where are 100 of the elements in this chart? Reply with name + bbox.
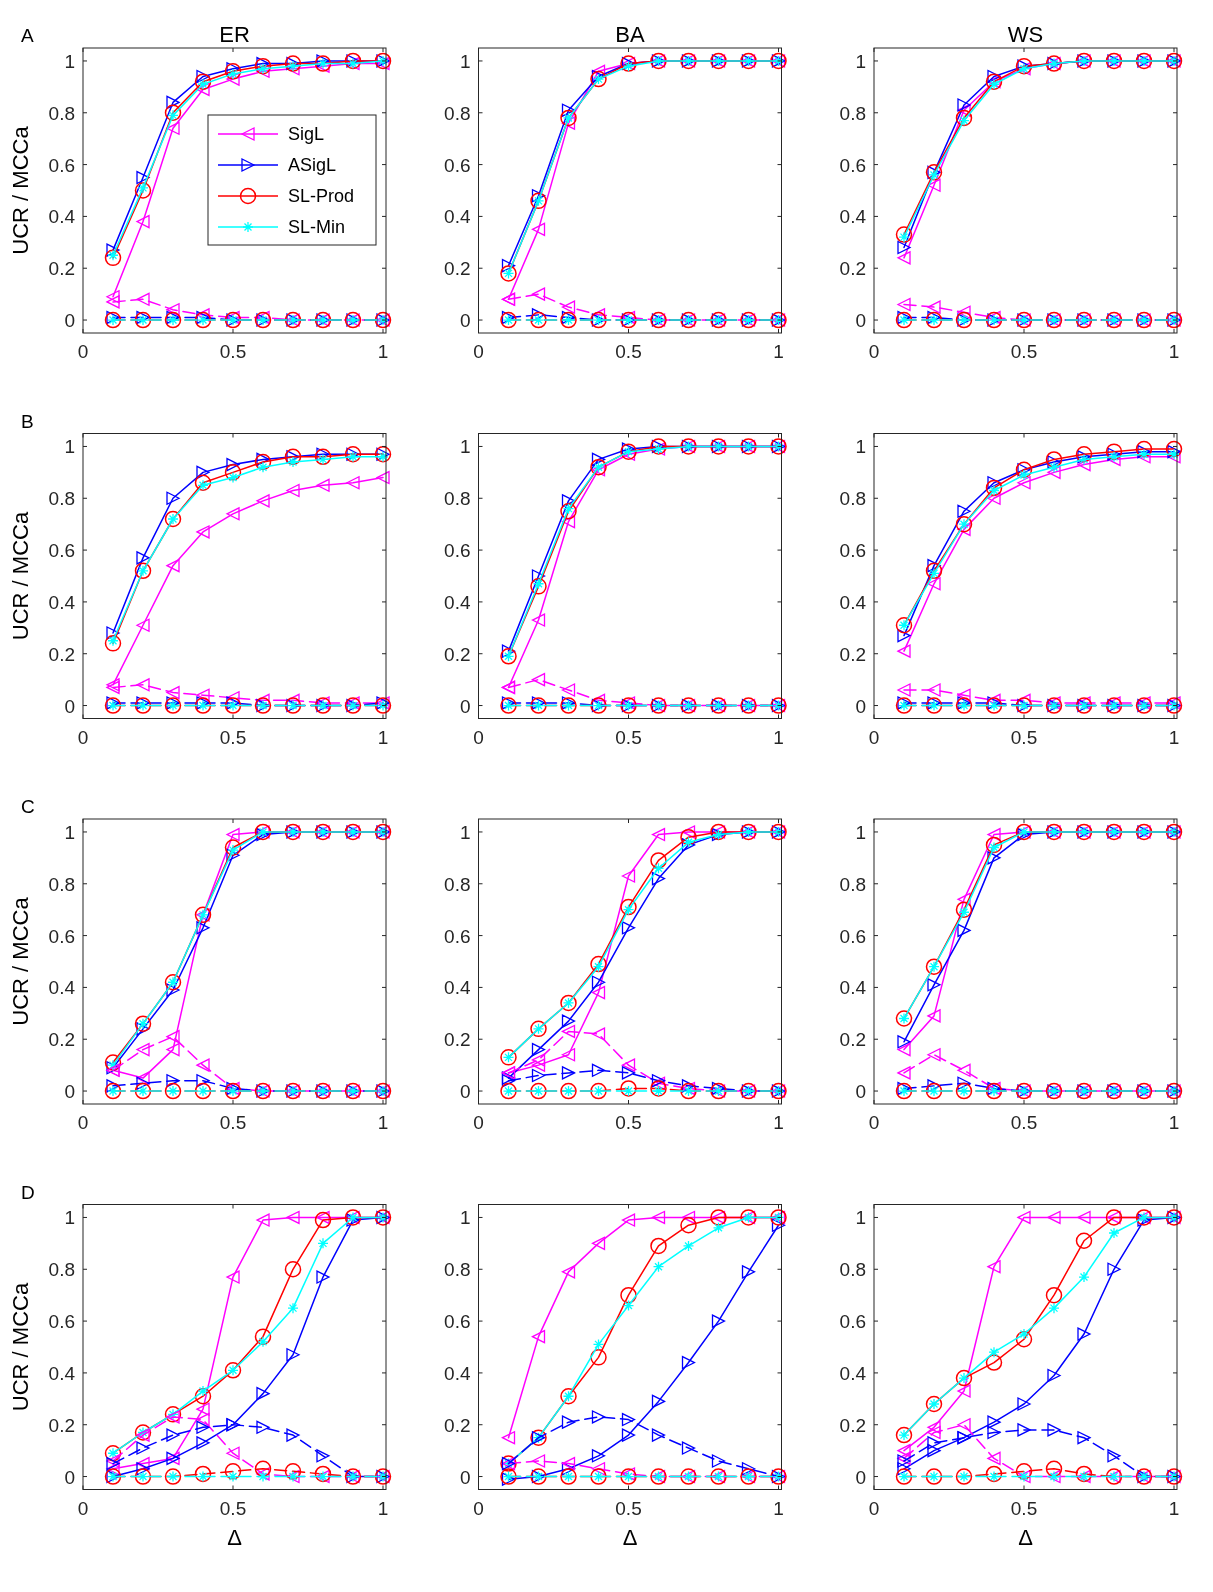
point xyxy=(561,1014,576,1028)
point xyxy=(957,688,971,702)
point xyxy=(561,494,576,508)
point xyxy=(286,1428,300,1442)
point xyxy=(1017,1423,1031,1437)
point xyxy=(681,825,696,839)
point xyxy=(897,1443,911,1458)
x-tick-label: 0 xyxy=(868,1112,880,1133)
point xyxy=(314,1211,332,1229)
point xyxy=(591,1449,606,1463)
y-tick-label: 1 xyxy=(459,50,471,72)
point xyxy=(957,504,971,518)
y-tick-label: 1 xyxy=(459,1207,471,1229)
point xyxy=(136,214,150,229)
point xyxy=(196,688,210,702)
y-tick-label: 0.2 xyxy=(839,1414,866,1436)
point xyxy=(562,502,575,515)
point xyxy=(591,975,606,989)
point xyxy=(985,1465,1003,1483)
point xyxy=(104,249,122,267)
point xyxy=(501,258,516,273)
point xyxy=(591,1236,606,1251)
point xyxy=(622,60,635,72)
x-tick-label: 1 xyxy=(377,1497,389,1519)
point xyxy=(164,104,182,122)
point xyxy=(622,1299,635,1312)
point xyxy=(620,898,637,916)
y-tick-label: 0.8 xyxy=(444,873,471,895)
point xyxy=(316,1270,330,1284)
point xyxy=(741,1265,756,1279)
point xyxy=(166,685,180,700)
point xyxy=(591,452,606,467)
point xyxy=(196,1074,210,1088)
point xyxy=(196,921,210,935)
point xyxy=(681,1210,696,1225)
y-tick-label: 0.6 xyxy=(48,1311,75,1333)
legend-label: SL-Prod xyxy=(288,186,355,206)
point xyxy=(987,851,1001,865)
point xyxy=(927,1443,941,1458)
point xyxy=(530,578,547,595)
point xyxy=(136,292,150,306)
y-tick-label: 0.8 xyxy=(839,102,866,124)
point xyxy=(622,1085,635,1097)
y-tick-label: 0.8 xyxy=(444,1259,471,1281)
y-tick-label: 0.4 xyxy=(444,977,471,999)
y-tick-label: 0 xyxy=(64,1081,75,1103)
y-tick-label: 0.8 xyxy=(839,1259,866,1281)
text: C xyxy=(21,796,35,817)
point xyxy=(897,1462,911,1476)
point xyxy=(957,98,971,112)
point xyxy=(987,491,1001,505)
point xyxy=(136,310,150,325)
point xyxy=(317,1237,329,1250)
point xyxy=(1017,1397,1031,1411)
point xyxy=(927,310,941,325)
point xyxy=(927,1436,941,1450)
point xyxy=(957,522,971,537)
point xyxy=(256,1386,270,1401)
x-tick-label: 0 xyxy=(473,341,484,362)
point xyxy=(106,290,120,304)
x-tick-label: 1 xyxy=(773,1112,784,1133)
chart-title: ER xyxy=(219,22,250,47)
x-tick-label: 0.5 xyxy=(1010,1112,1038,1133)
point xyxy=(166,558,180,573)
point xyxy=(1047,1368,1061,1383)
point xyxy=(226,507,240,521)
point xyxy=(897,1081,911,1096)
point xyxy=(226,72,240,86)
point xyxy=(346,476,360,490)
point xyxy=(134,182,152,199)
point xyxy=(166,983,180,997)
point xyxy=(196,1058,210,1072)
point xyxy=(1105,443,1123,460)
y-tick-label: 0 xyxy=(459,310,471,332)
point xyxy=(927,577,941,591)
point xyxy=(650,1080,667,1097)
y-tick-label: 0.4 xyxy=(839,206,867,228)
point xyxy=(1167,444,1181,459)
x-tick-label: 0.5 xyxy=(615,341,642,362)
point xyxy=(897,683,911,697)
point xyxy=(531,1053,546,1067)
y-tick-label: 0 xyxy=(855,695,866,717)
y-tick-label: 0.8 xyxy=(48,873,75,895)
point xyxy=(106,295,120,309)
point xyxy=(621,1412,636,1427)
point xyxy=(254,1328,272,1345)
point xyxy=(621,1058,636,1072)
point xyxy=(194,1465,212,1483)
point xyxy=(136,1441,150,1455)
point xyxy=(166,303,180,317)
y-tick-label: 1 xyxy=(459,821,471,843)
chart-title: WS xyxy=(1007,22,1044,47)
point xyxy=(651,1394,666,1409)
point xyxy=(897,1035,911,1049)
point xyxy=(561,514,576,529)
point xyxy=(957,1384,971,1398)
point xyxy=(987,1260,1001,1274)
point xyxy=(284,1261,302,1278)
point xyxy=(136,551,150,565)
point xyxy=(561,1024,576,1039)
